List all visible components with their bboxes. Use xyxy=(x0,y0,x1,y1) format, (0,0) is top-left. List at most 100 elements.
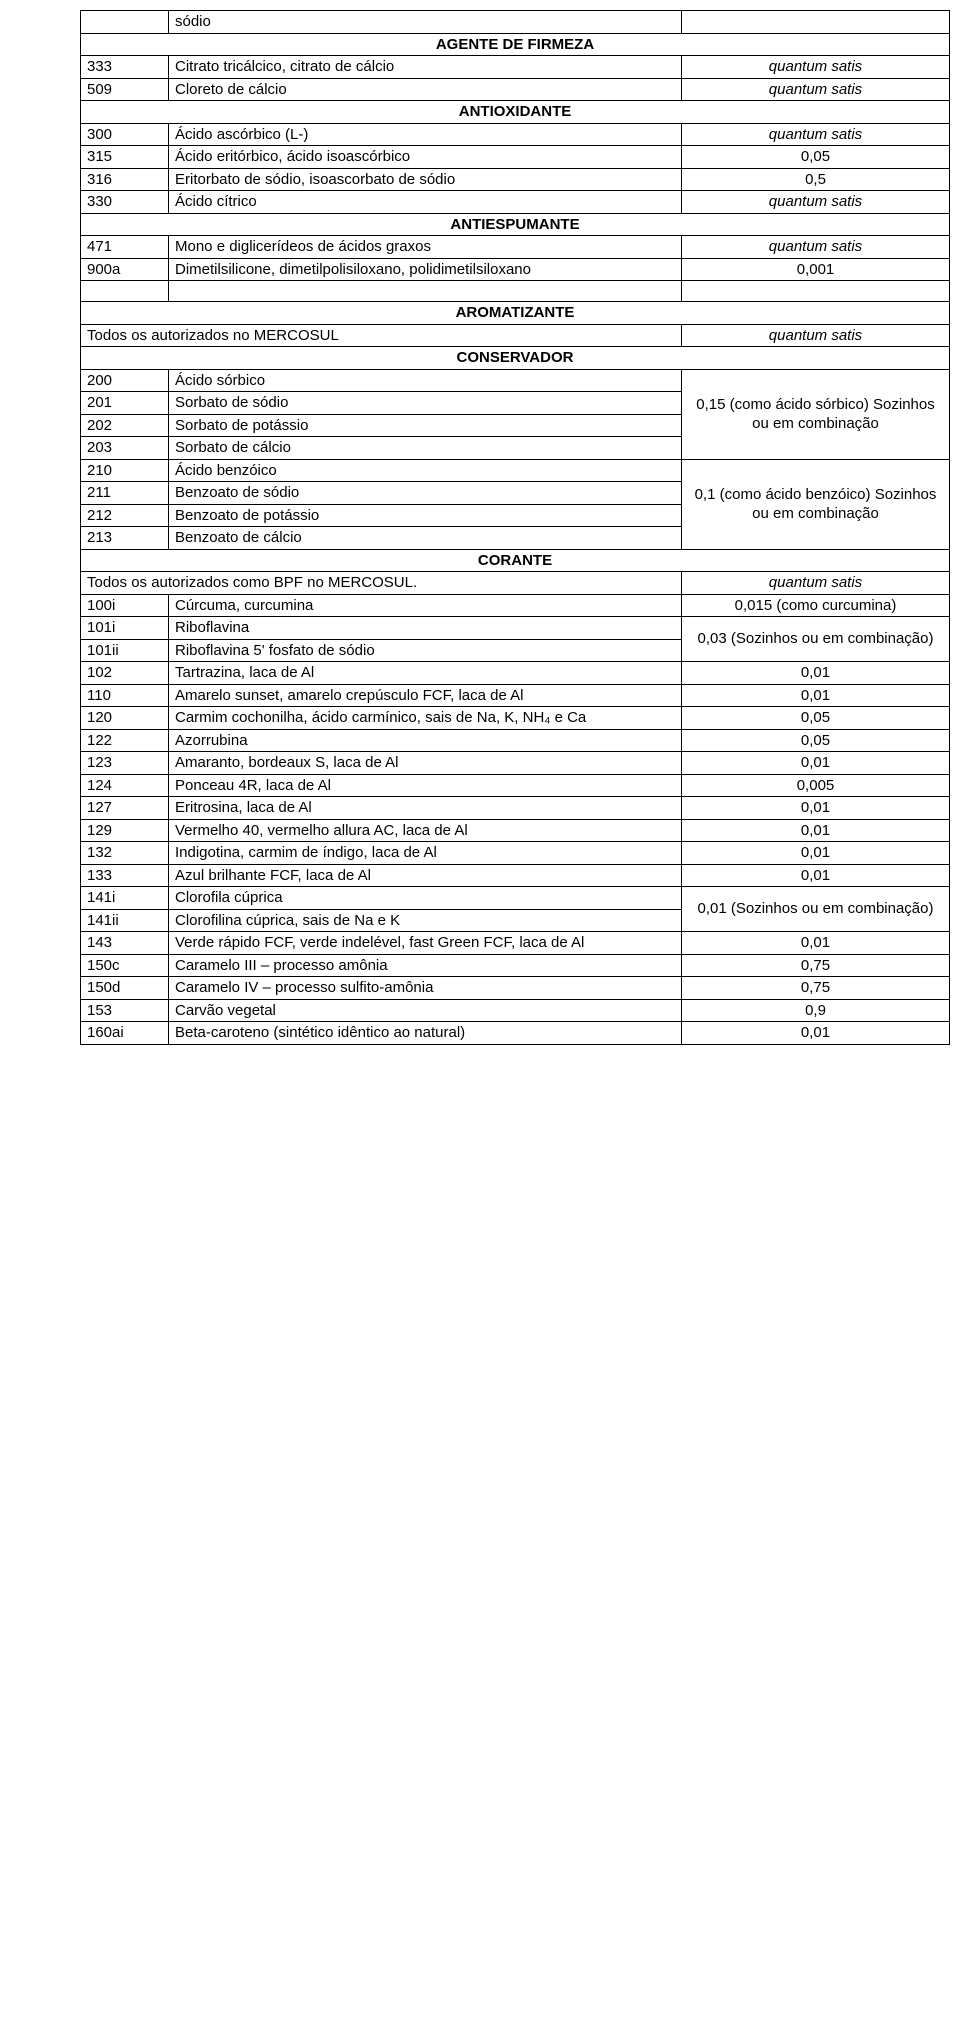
code-cell: 212 xyxy=(81,504,169,527)
code-cell: 150d xyxy=(81,977,169,1000)
value-cell: quantum satis xyxy=(682,191,950,214)
code-cell: 160ai xyxy=(81,1022,169,1045)
table-row: 143 Verde rápido FCF, verde indelével, f… xyxy=(81,932,950,955)
table-row: 509 Cloreto de cálcio quantum satis xyxy=(81,78,950,101)
section-header: CORANTE xyxy=(81,549,950,572)
code-cell: 153 xyxy=(81,999,169,1022)
name-cell: Carvão vegetal xyxy=(169,999,682,1022)
table-row: 153 Carvão vegetal 0,9 xyxy=(81,999,950,1022)
name-cell: Ácido ascórbico (L-) xyxy=(169,123,682,146)
name-cell: Beta-caroteno (sintético idêntico ao nat… xyxy=(169,1022,682,1045)
value-cell: 0,01 xyxy=(682,662,950,685)
name-cell: Cloreto de cálcio xyxy=(169,78,682,101)
code-cell: 122 xyxy=(81,729,169,752)
section-header-row: AROMATIZANTE xyxy=(81,302,950,325)
name-cell: Verde rápido FCF, verde indelével, fast … xyxy=(169,932,682,955)
name-cell: Sorbato de sódio xyxy=(169,392,682,415)
name-cell: Amaranto, bordeaux S, laca de Al xyxy=(169,752,682,775)
name-cell: Dimetilsilicone, dimetilpolisiloxano, po… xyxy=(169,258,682,281)
value-cell: 0,001 xyxy=(682,258,950,281)
table-row: 124 Ponceau 4R, laca de Al 0,005 xyxy=(81,774,950,797)
name-cell: Clorofilina cúprica, sais de Na e K xyxy=(169,909,682,932)
name-cell: Clorofila cúprica xyxy=(169,887,682,910)
name-cell: Eritorbato de sódio, isoascorbato de sód… xyxy=(169,168,682,191)
name-cell: Ácido benzóico xyxy=(169,459,682,482)
name-cell: Vermelho 40, vermelho allura AC, laca de… xyxy=(169,819,682,842)
name-cell: Riboflavina xyxy=(169,617,682,640)
name-cell: Ponceau 4R, laca de Al xyxy=(169,774,682,797)
value-cell: quantum satis xyxy=(682,56,950,79)
value-cell: 0,01 xyxy=(682,684,950,707)
table-row: 102 Tartrazina, laca de Al 0,01 xyxy=(81,662,950,685)
code-cell: 211 xyxy=(81,482,169,505)
table-row: 210 Ácido benzóico 0,1 (como ácido benzó… xyxy=(81,459,950,482)
code-cell: 143 xyxy=(81,932,169,955)
table-row: sódio xyxy=(81,11,950,34)
name-cell: Riboflavina 5' fosfato de sódio xyxy=(169,639,682,662)
code-cell: 123 xyxy=(81,752,169,775)
value-cell: 0,9 xyxy=(682,999,950,1022)
name-cell: Azul brilhante FCF, laca de Al xyxy=(169,864,682,887)
name-cell: Ácido cítrico xyxy=(169,191,682,214)
code-cell: 141ii xyxy=(81,909,169,932)
code-cell: 210 xyxy=(81,459,169,482)
section-header-row: ANTIESPUMANTE xyxy=(81,213,950,236)
value-cell: quantum satis xyxy=(682,78,950,101)
code-cell: 141i xyxy=(81,887,169,910)
code-cell: 132 xyxy=(81,842,169,865)
name-cell: Benzoato de cálcio xyxy=(169,527,682,550)
code-cell: 315 xyxy=(81,146,169,169)
code-cell: 203 xyxy=(81,437,169,460)
table-row: 316 Eritorbato de sódio, isoascorbato de… xyxy=(81,168,950,191)
table-row: 330 Ácido cítrico quantum satis xyxy=(81,191,950,214)
table-row: 150c Caramelo III – processo amônia 0,75 xyxy=(81,954,950,977)
table-row: 120 Carmim cochonilha, ácido carmínico, … xyxy=(81,707,950,730)
code-cell: 101ii xyxy=(81,639,169,662)
code-cell: 200 xyxy=(81,369,169,392)
table-row: 160ai Beta-caroteno (sintético idêntico … xyxy=(81,1022,950,1045)
name-cell: Benzoato de potássio xyxy=(169,504,682,527)
table-row: 333 Citrato tricálcico, citrato de cálci… xyxy=(81,56,950,79)
table-row: 110 Amarelo sunset, amarelo crepúsculo F… xyxy=(81,684,950,707)
table-row: 100i Cúrcuma, curcumina 0,015 (como curc… xyxy=(81,594,950,617)
value-cell: 0,015 (como curcumina) xyxy=(682,594,950,617)
name-cell: Sorbato de cálcio xyxy=(169,437,682,460)
name-cell: Caramelo III – processo amônia xyxy=(169,954,682,977)
code-cell: 316 xyxy=(81,168,169,191)
value-cell: 0,01 xyxy=(682,864,950,887)
section-header-row: CONSERVADOR xyxy=(81,347,950,370)
name-cell: Caramelo IV – processo sulfito-amônia xyxy=(169,977,682,1000)
code-cell: 330 xyxy=(81,191,169,214)
name-cell: Carmim cochonilha, ácido carmínico, sais… xyxy=(169,707,682,730)
code-cell: 101i xyxy=(81,617,169,640)
value-cell: 0,01 xyxy=(682,752,950,775)
spacer-row xyxy=(81,281,950,302)
spacer xyxy=(81,281,169,302)
code-cell: 201 xyxy=(81,392,169,415)
value-cell: 0,05 xyxy=(682,707,950,730)
table-row: 200 Ácido sórbico 0,15 (como ácido sórbi… xyxy=(81,369,950,392)
section-header: AGENTE DE FIRMEZA xyxy=(81,33,950,56)
table-row: Todos os autorizados no MERCOSUL quantum… xyxy=(81,324,950,347)
value-cell: 0,005 xyxy=(682,774,950,797)
table-row: 122 Azorrubina 0,05 xyxy=(81,729,950,752)
code-cell: 300 xyxy=(81,123,169,146)
value-cell: 0,01 xyxy=(682,932,950,955)
section-header: ANTIESPUMANTE xyxy=(81,213,950,236)
table-row: Todos os autorizados como BPF no MERCOSU… xyxy=(81,572,950,595)
table-row: 133 Azul brilhante FCF, laca de Al 0,01 xyxy=(81,864,950,887)
table-row: 900a Dimetilsilicone, dimetilpolisiloxan… xyxy=(81,258,950,281)
table-row: 101i Riboflavina 0,03 (Sozinhos ou em co… xyxy=(81,617,950,640)
value-cell: 0,01 xyxy=(682,819,950,842)
value-cell: 0,01 xyxy=(682,797,950,820)
code-cell: 102 xyxy=(81,662,169,685)
code-cell: 127 xyxy=(81,797,169,820)
document-page: sódio AGENTE DE FIRMEZA 333 Citrato tric… xyxy=(0,0,960,1075)
name-cell: Cúrcuma, curcumina xyxy=(169,594,682,617)
value-cell: 0,01 xyxy=(682,842,950,865)
value-cell: quantum satis xyxy=(682,123,950,146)
name-cell: Mono e diglicerídeos de ácidos graxos xyxy=(169,236,682,259)
section-header-row: ANTIOXIDANTE xyxy=(81,101,950,124)
section-header-row: CORANTE xyxy=(81,549,950,572)
table-row: 141i Clorofila cúprica 0,01 (Sozinhos ou… xyxy=(81,887,950,910)
